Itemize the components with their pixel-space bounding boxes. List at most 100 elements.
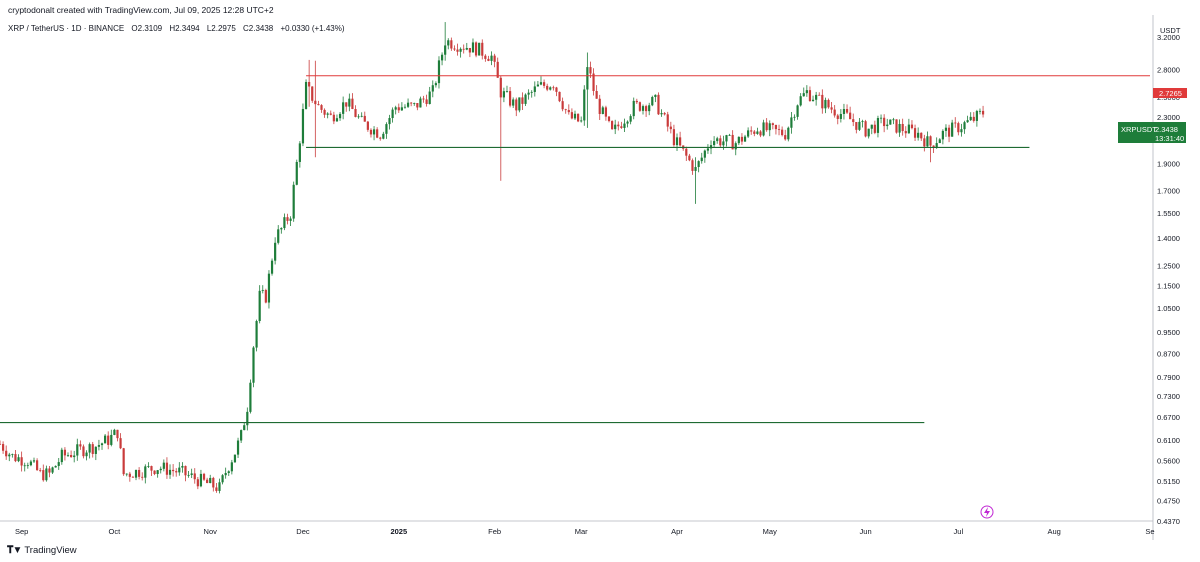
candle-body bbox=[663, 113, 666, 115]
candle-body bbox=[280, 228, 283, 230]
candle-body bbox=[966, 120, 969, 123]
candle-body bbox=[793, 116, 796, 118]
candle-body bbox=[753, 131, 756, 134]
price-tick-label: 1.4000 bbox=[1157, 234, 1180, 243]
candle-body bbox=[811, 99, 815, 102]
candle-body bbox=[255, 321, 258, 348]
candle-body bbox=[892, 119, 895, 121]
candle-body bbox=[716, 138, 719, 142]
candle-body bbox=[935, 143, 938, 148]
price-tick-label: 1.1500 bbox=[1157, 282, 1180, 291]
candle-body bbox=[975, 111, 978, 121]
candle-body bbox=[580, 120, 583, 122]
candle-body bbox=[815, 94, 818, 100]
candle-body bbox=[561, 101, 564, 110]
candle-body bbox=[598, 98, 601, 114]
candle-body bbox=[97, 445, 101, 447]
candle-body bbox=[527, 92, 530, 95]
price-tick-label: 2.8000 bbox=[1157, 65, 1180, 74]
candle-body bbox=[153, 470, 156, 475]
candle-body bbox=[669, 126, 672, 130]
candle-body bbox=[144, 466, 147, 478]
candle-body bbox=[175, 471, 178, 473]
candle-body bbox=[725, 135, 728, 142]
candle-body bbox=[131, 476, 135, 478]
candle-body bbox=[777, 129, 781, 130]
candle-body bbox=[82, 446, 85, 457]
price-axis[interactable]: 3.20002.80002.50002.30002.10001.90001.70… bbox=[1157, 33, 1180, 526]
candle-body bbox=[292, 184, 295, 219]
candle-body bbox=[283, 217, 286, 229]
candle-body bbox=[672, 129, 676, 146]
candle-body bbox=[675, 137, 679, 146]
candle-body bbox=[743, 136, 747, 142]
candle-body bbox=[416, 103, 419, 108]
lightning-icon[interactable] bbox=[980, 505, 994, 519]
candle-body bbox=[147, 466, 150, 467]
candle-body bbox=[617, 124, 620, 127]
candle-body bbox=[679, 137, 682, 146]
symbol-name[interactable]: XRP / TetherUS · 1D · BINANCE bbox=[8, 24, 125, 33]
candle-body bbox=[48, 468, 51, 473]
candle-body bbox=[8, 454, 11, 457]
candle-body bbox=[867, 128, 870, 137]
tradingview-logo[interactable]: 𝐓▼ TradingView bbox=[7, 545, 77, 556]
candle-body bbox=[818, 94, 821, 96]
candle-body bbox=[576, 113, 580, 122]
candle-body bbox=[270, 260, 274, 274]
candle-body bbox=[836, 115, 839, 119]
candle-body bbox=[178, 467, 181, 473]
candle-body bbox=[240, 430, 243, 441]
candle-body bbox=[230, 462, 233, 472]
candle-body bbox=[641, 106, 645, 111]
candle-body bbox=[802, 93, 805, 97]
candle-body bbox=[221, 475, 224, 483]
candle-body bbox=[589, 67, 592, 74]
candle-body bbox=[410, 102, 413, 104]
time-axis[interactable]: Sep Oct Nov Dec 2025 Feb Mar Apr May Jun Jul Aug Se bbox=[15, 527, 1155, 536]
price-tick-label: 0.4370 bbox=[1157, 517, 1180, 526]
candle-body bbox=[808, 90, 812, 102]
candle-body bbox=[632, 100, 635, 117]
candle-body bbox=[70, 454, 73, 458]
candle-body bbox=[697, 161, 700, 168]
candle-body bbox=[413, 103, 416, 104]
candle-body bbox=[849, 112, 852, 120]
time-tick-label: Nov bbox=[204, 527, 218, 536]
candle-body bbox=[249, 382, 252, 412]
candle-body bbox=[335, 118, 339, 122]
candle-body bbox=[737, 136, 740, 144]
candle-body bbox=[141, 476, 144, 478]
candle-body bbox=[567, 110, 570, 113]
price-tick-label: 1.9000 bbox=[1157, 160, 1180, 169]
ohlc-close: C2.3438 bbox=[243, 24, 274, 33]
candle-body bbox=[947, 127, 951, 137]
time-tick-label: Se bbox=[1145, 527, 1154, 536]
candle-body bbox=[719, 138, 722, 146]
candle-body bbox=[539, 82, 543, 85]
candle-body bbox=[94, 446, 97, 454]
candle-body bbox=[536, 84, 540, 87]
candle-body bbox=[227, 471, 230, 474]
candle-body bbox=[907, 124, 910, 134]
candle-body bbox=[372, 129, 376, 135]
candle-body bbox=[651, 97, 654, 106]
candle-body bbox=[162, 462, 165, 469]
candle-body bbox=[431, 85, 434, 92]
candle-body bbox=[654, 94, 657, 98]
ohlc-change: +0.0330 (+1.43%) bbox=[280, 24, 345, 33]
candle-body bbox=[20, 457, 23, 466]
candle-body bbox=[243, 425, 246, 431]
candle-body bbox=[821, 94, 824, 109]
candle-body bbox=[0, 443, 2, 445]
candle-body bbox=[515, 99, 518, 111]
price-tick-label: 2.3000 bbox=[1157, 113, 1180, 122]
candle-body bbox=[833, 109, 836, 116]
candle-body bbox=[258, 290, 261, 322]
candle-body bbox=[926, 136, 929, 147]
candle-body bbox=[549, 87, 552, 90]
candle-body bbox=[385, 124, 388, 134]
candle-body bbox=[496, 61, 499, 78]
candle-body bbox=[648, 105, 651, 112]
